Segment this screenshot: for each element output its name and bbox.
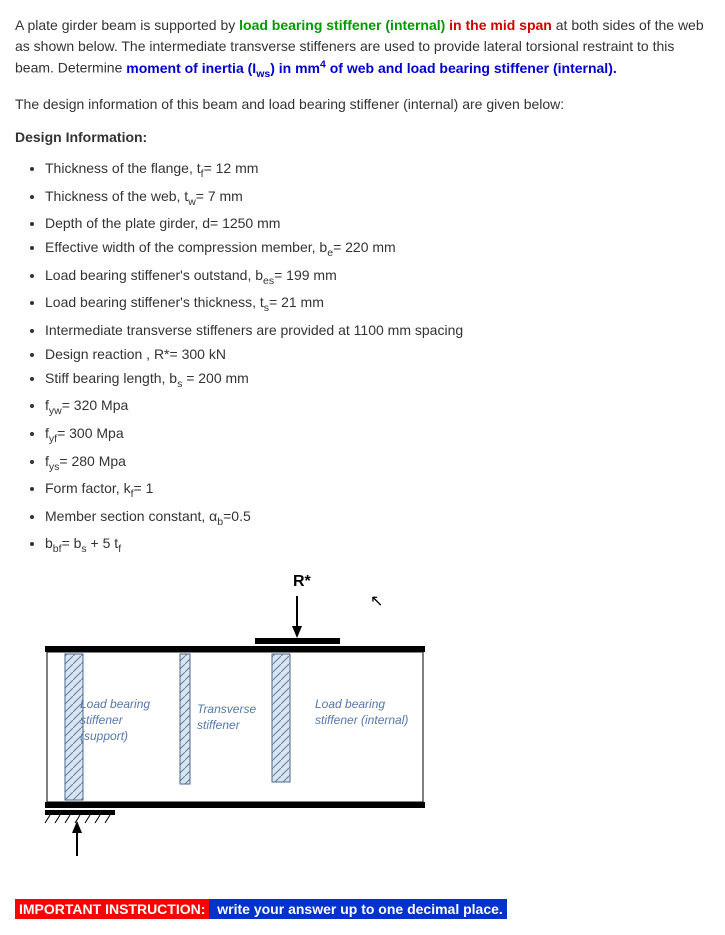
design-info-item: Load bearing stiffener's thickness, ts= … [45, 292, 710, 317]
instruction-blue: write your answer up to one decimal plac… [209, 899, 506, 919]
design-info-item: fyw= 320 Mpa [45, 395, 710, 420]
svg-text:(support): (support) [80, 729, 128, 743]
svg-text:stiffener: stiffener [197, 718, 241, 732]
design-info-item: Load bearing stiffener's outstand, bes= … [45, 265, 710, 290]
design-info-item: Stiff bearing length, bs = 200 mm [45, 368, 710, 393]
design-info-item: Member section constant, αb=0.5 [45, 506, 710, 531]
intro-green: load bearing stiffener (internal) [239, 17, 445, 33]
intro-part1: A plate girder beam is supported by [15, 17, 239, 33]
design-info-list: Thickness of the flange, tf= 12 mm Thickn… [15, 158, 710, 558]
svg-text:stiffener: stiffener [80, 713, 124, 727]
svg-text:Load bearing: Load bearing [315, 697, 385, 711]
design-info-item: Form factor, kf= 1 [45, 478, 710, 503]
design-info-item: fys= 280 Mpa [45, 451, 710, 476]
design-info-item: Design reaction , R*= 300 kN [45, 344, 710, 365]
design-info-item: Depth of the plate girder, d= 1250 mm [45, 213, 710, 234]
design-info-item: fyf= 300 Mpa [45, 423, 710, 448]
instruction-bar: IMPORTANT INSTRUCTION: write your answer… [15, 899, 507, 920]
design-info-item: Thickness of the web, tw= 7 mm [45, 186, 710, 211]
beam-diagram: R* [25, 568, 710, 864]
intro-red: in the mid span [445, 17, 552, 33]
design-info-item: Thickness of the flange, tf= 12 mm [45, 158, 710, 183]
instruction-red: IMPORTANT INSTRUCTION: [15, 899, 209, 919]
problem-intro: A plate girder beam is supported by load… [15, 15, 710, 82]
intro-blue: moment of inertia (Iws) in mm4 of web an… [126, 60, 616, 76]
design-info-item: bbf= bs + 5 tf [45, 533, 710, 558]
sub-info: The design information of this beam and … [15, 94, 710, 115]
design-info-item: Effective width of the compression membe… [45, 237, 710, 262]
svg-text:stiffener (internal): stiffener (internal) [315, 713, 408, 727]
svg-text:Load bearing: Load bearing [80, 697, 150, 711]
section-title: Design Information: [15, 127, 710, 148]
r-star-label: R* [293, 573, 312, 590]
cursor-icon: ↖ [370, 590, 383, 614]
svg-text:Transverse: Transverse [197, 702, 256, 716]
design-info-item: Intermediate transverse stiffeners are p… [45, 320, 710, 341]
